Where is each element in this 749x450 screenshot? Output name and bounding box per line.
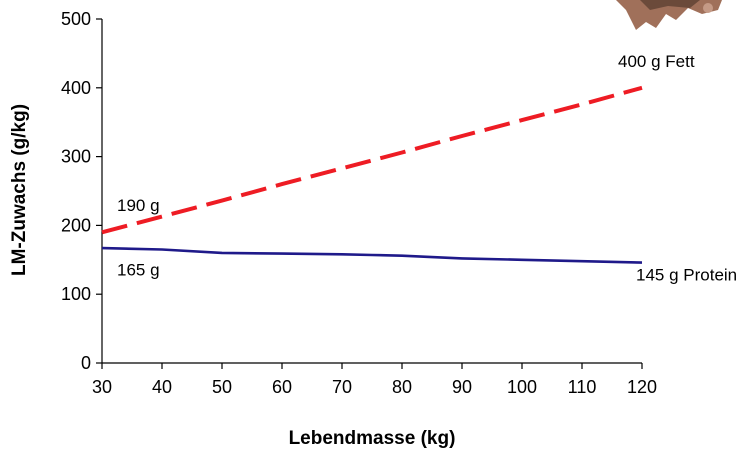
- series-lines: [101, 85, 643, 264]
- series-line-protein: [101, 246, 643, 264]
- x-tick-label: 70: [332, 377, 352, 397]
- x-tick-label: 50: [212, 377, 232, 397]
- x-tick-label: 100: [507, 377, 537, 397]
- x-axis-title: Lebendmasse (kg): [289, 428, 456, 449]
- annotation-fett_end: 400 g Fett: [618, 52, 695, 71]
- x-tick-label: 110: [568, 377, 597, 397]
- x-tick-label: 40: [152, 377, 172, 397]
- x-axis-ticks: 30 40 50 60 70 80 90 100 110 120: [92, 363, 657, 397]
- y-axis-title: LM-Zuwachs (g/kg): [9, 104, 30, 276]
- annotations: 190 g 400 g Fett 165 g 145 g Protein: [117, 52, 737, 284]
- series-line-fett: [101, 85, 643, 235]
- annotation-protein_end: 145 g Protein: [636, 265, 737, 284]
- x-tick-label: 120: [627, 377, 657, 397]
- x-tick-label: 30: [92, 377, 112, 397]
- y-tick-label: 100: [61, 284, 91, 304]
- y-tick-label: 200: [61, 215, 91, 235]
- y-tick-label: 0: [81, 353, 91, 373]
- y-axis-ticks: 0 100 200 300 400 500: [61, 9, 102, 373]
- y-tick-label: 300: [61, 147, 91, 167]
- x-tick-label: 80: [392, 377, 412, 397]
- x-tick-label: 90: [452, 377, 472, 397]
- animal-photo-icon: [616, 0, 722, 30]
- annotation-fett_start: 190 g: [117, 196, 160, 215]
- y-tick-label: 400: [61, 78, 91, 98]
- y-tick-label: 500: [61, 9, 91, 29]
- annotation-protein_start: 165 g: [117, 261, 160, 280]
- x-tick-label: 60: [272, 377, 292, 397]
- axes: [101, 19, 642, 364]
